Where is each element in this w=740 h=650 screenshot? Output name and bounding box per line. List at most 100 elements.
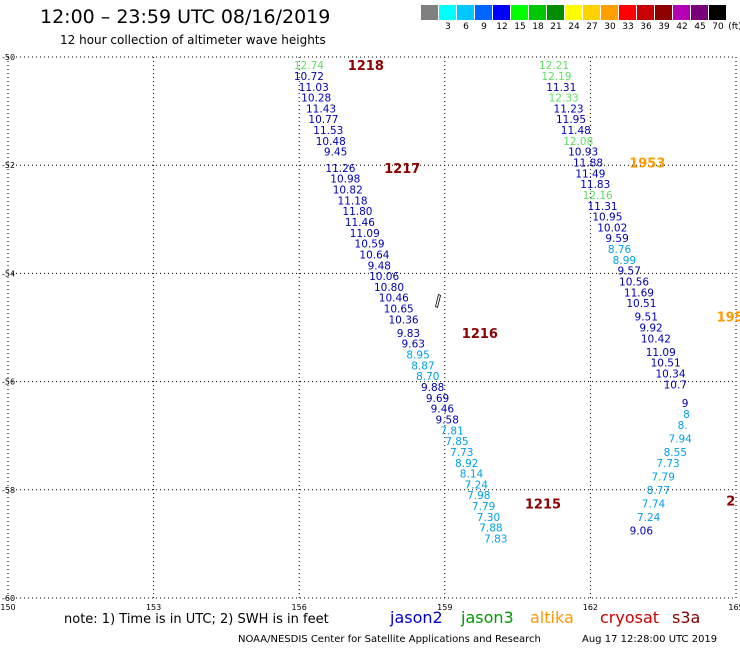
legend-swatch bbox=[583, 5, 601, 20]
wave-height-label: 7.81 bbox=[440, 425, 463, 437]
wave-height-label: 9.59 bbox=[605, 233, 628, 245]
wave-height-label: 8.76 bbox=[608, 244, 632, 256]
wave-height-label: 9.45 bbox=[324, 147, 347, 159]
wave-height-label: 8.95 bbox=[406, 350, 429, 362]
wave-height-label: 11.53 bbox=[313, 125, 343, 137]
satellite-s3a: s3a bbox=[672, 608, 701, 627]
pass-time-label: 1218 bbox=[348, 59, 384, 74]
wave-height-label: 10.34 bbox=[655, 368, 685, 380]
pass-time-label: 1217 bbox=[384, 162, 420, 177]
satellite-cryosat: cryosat bbox=[600, 608, 660, 627]
wave-height-label: 12.33 bbox=[549, 93, 579, 105]
legend-label: 33 bbox=[622, 22, 634, 32]
wave-height-label: 10.7 bbox=[664, 379, 687, 391]
map-title: 12:00 – 23:59 UTC 08/16/2019 bbox=[40, 6, 331, 28]
legend-swatch bbox=[673, 5, 691, 20]
wave-height-label: 10.93 bbox=[568, 147, 598, 159]
wave-height-label: 11.83 bbox=[580, 179, 610, 191]
lon-tick-label: 156 bbox=[292, 603, 307, 612]
credit-text: NOAA/NESDIS Center for Satellite Applica… bbox=[238, 634, 541, 645]
wave-height-label: 11.43 bbox=[306, 103, 336, 115]
wave-height-label: 10.95 bbox=[592, 212, 622, 224]
legend-label: 15 bbox=[514, 22, 526, 32]
wave-height-label: 12.19 bbox=[541, 71, 571, 83]
legend-swatch bbox=[691, 5, 709, 20]
wave-height-label: 7.24 bbox=[637, 512, 661, 524]
legend-swatch bbox=[709, 5, 727, 20]
wave-height-label: 9.69 bbox=[426, 393, 449, 405]
legend-swatch bbox=[619, 5, 637, 20]
wave-height-label: 11.88 bbox=[573, 157, 603, 169]
lon-tick-label: 165 bbox=[728, 603, 740, 612]
wave-height-label: 12.16 bbox=[583, 190, 613, 202]
wave-height-label: 9.51 bbox=[635, 312, 658, 324]
wave-height-label: 11.48 bbox=[561, 125, 591, 137]
wave-height-label: 10.51 bbox=[626, 298, 656, 310]
legend-label: 36 bbox=[640, 22, 652, 32]
wave-height-label: 11.49 bbox=[575, 168, 605, 180]
legend-label: 30 bbox=[604, 22, 616, 32]
wave-height-label: 11.31 bbox=[588, 201, 618, 213]
wave-height-label: 10.36 bbox=[389, 314, 419, 326]
legend-label: 70 bbox=[712, 22, 724, 32]
legend-swatch bbox=[565, 5, 583, 20]
legend-label: 18 bbox=[532, 22, 544, 32]
wave-height-label: 7.94 bbox=[668, 433, 692, 445]
map-subtitle: 12 hour collection of altimeter wave hei… bbox=[60, 33, 326, 47]
legend-swatch bbox=[601, 5, 619, 20]
lat-tick-label: -56 bbox=[2, 378, 15, 387]
wave-height-label: 10.59 bbox=[355, 239, 385, 251]
legend-swatch bbox=[421, 5, 439, 20]
wave-height-label: 8.99 bbox=[613, 255, 636, 267]
legend-label: 12 bbox=[496, 22, 508, 32]
wave-height-values: 12.7410.7211.0310.2811.4310.7711.5310.48… bbox=[294, 60, 692, 545]
wave-height-label: 12.74 bbox=[294, 60, 324, 72]
wave-height-label: 11.31 bbox=[546, 82, 576, 94]
wave-height-label: 7.83 bbox=[484, 533, 507, 545]
wave-height-label: 9.58 bbox=[436, 414, 459, 426]
wave-height-label: 7.74 bbox=[642, 498, 666, 510]
legend-swatch bbox=[439, 5, 457, 20]
island-outline bbox=[435, 293, 441, 309]
pass-time-label: 1953 bbox=[629, 156, 665, 171]
wave-height-label: 10.46 bbox=[379, 293, 409, 305]
legend-swatch bbox=[529, 5, 547, 20]
pass-time-labels: 1218 1217 1216 1215 1953 195 2 bbox=[348, 59, 740, 512]
wave-height-label: 7.79 bbox=[472, 501, 495, 513]
island-shape bbox=[435, 293, 441, 309]
lon-tick-label: 162 bbox=[583, 603, 598, 612]
wave-height-label: 8.14 bbox=[460, 469, 484, 481]
wave-height-label: 9 bbox=[682, 398, 689, 410]
legend-label: 3 bbox=[445, 22, 451, 32]
lon-tick-label: 159 bbox=[437, 603, 452, 612]
wave-height-label: 11.46 bbox=[345, 217, 375, 229]
lat-tick-label: -52 bbox=[2, 161, 15, 170]
wave-height-label: 7.79 bbox=[652, 471, 675, 483]
wave-height-label: 9.63 bbox=[402, 339, 425, 351]
pass-time-label: 1215 bbox=[525, 497, 561, 512]
legend-swatch bbox=[457, 5, 475, 20]
wave-height-label: 10.06 bbox=[369, 271, 399, 283]
wave-height-label: 11.80 bbox=[342, 206, 372, 218]
legend-unit: (ft) bbox=[728, 22, 740, 32]
wave-height-label: 12.08 bbox=[563, 136, 593, 148]
wave-height-label: 11.95 bbox=[556, 114, 586, 126]
legend-label: 6 bbox=[463, 22, 469, 32]
legend-swatch bbox=[511, 5, 529, 20]
wave-height-label: 11.09 bbox=[646, 347, 676, 359]
wave-height-label: 10.82 bbox=[333, 185, 363, 197]
legend-swatch bbox=[475, 5, 493, 20]
wave-height-label: 7.73 bbox=[450, 447, 473, 459]
legend-swatch bbox=[637, 5, 655, 20]
wave-height-label: 7.98 bbox=[467, 490, 490, 502]
wave-height-label: 10.56 bbox=[619, 277, 649, 289]
legend-swatch bbox=[547, 5, 565, 20]
wave-height-label: 7.30 bbox=[477, 512, 500, 524]
wave-height-label: 7.24 bbox=[465, 479, 489, 491]
wave-height-label: 10.28 bbox=[301, 93, 331, 105]
wave-height-label: 11.09 bbox=[350, 228, 380, 240]
wave-height-label: 10.42 bbox=[641, 333, 671, 345]
wave-height-label: 11.03 bbox=[299, 82, 329, 94]
wave-height-label: 7.85 bbox=[445, 436, 468, 448]
